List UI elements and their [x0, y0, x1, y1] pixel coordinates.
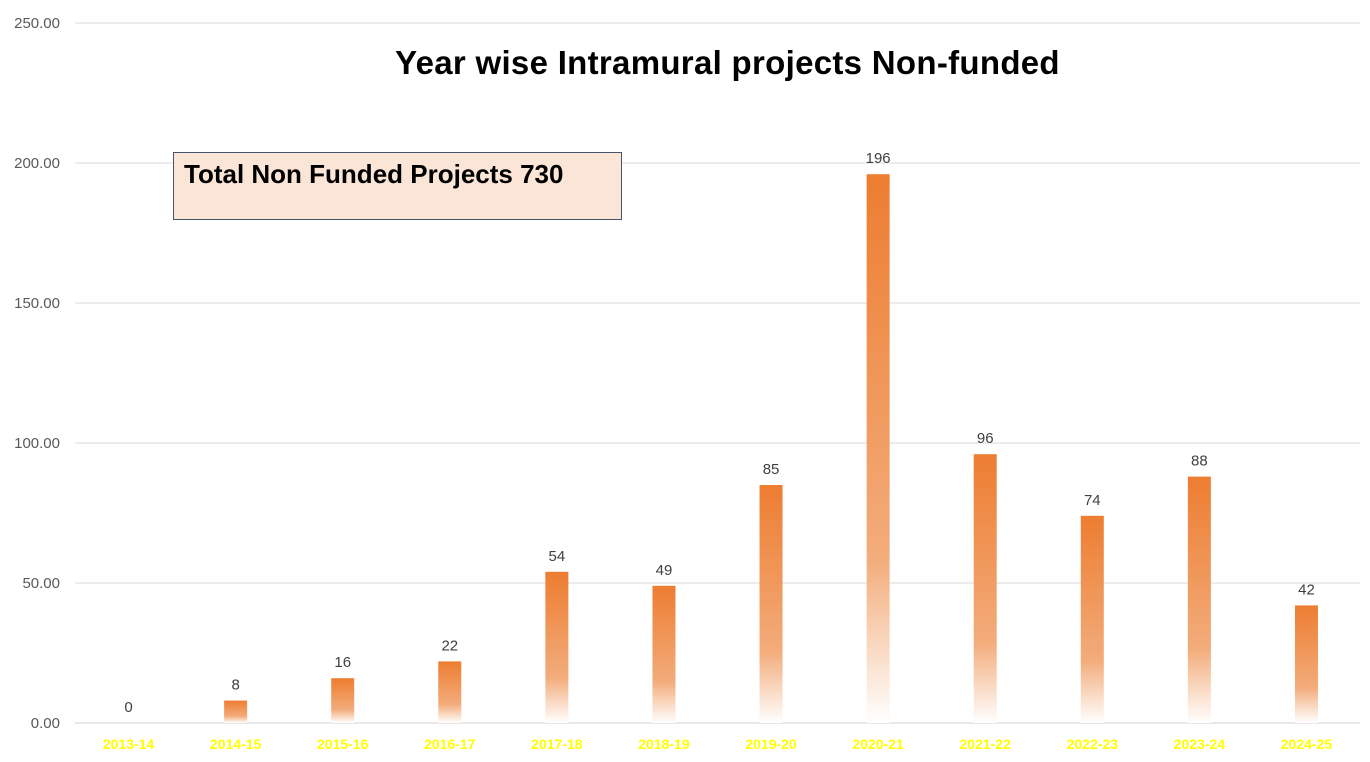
bar-2018-19 [652, 585, 676, 723]
y-tick-label: 200.00 [14, 155, 60, 172]
data-label: 54 [549, 548, 566, 565]
data-label: 8 [231, 677, 239, 694]
x-tick-label: 2024-25 [1281, 736, 1333, 752]
y-tick-label: 250.00 [14, 15, 60, 32]
x-tick-label: 2021-22 [960, 736, 1012, 752]
x-tick-label: 2015-16 [317, 736, 369, 752]
bar-2015-16 [331, 678, 355, 723]
y-tick-label: 100.00 [14, 435, 60, 452]
data-label: 96 [977, 430, 994, 447]
bars [224, 174, 1318, 723]
data-label: 88 [1191, 453, 1208, 470]
y-tick-label: 0.00 [31, 715, 60, 732]
data-label: 16 [334, 654, 351, 671]
bar-2022-23 [1080, 515, 1104, 723]
x-tick-label: 2013-14 [103, 736, 155, 752]
data-label: 49 [656, 562, 673, 579]
bar-2023-24 [1187, 476, 1211, 723]
bar-2020-21 [866, 174, 890, 723]
gridlines [75, 22, 1360, 724]
data-label: 196 [866, 150, 891, 167]
bar-2017-18 [545, 571, 569, 723]
x-tick-label: 2022-23 [1067, 736, 1119, 752]
total-projects-annotation: Total Non Funded Projects 730 [173, 152, 622, 220]
y-tick-label: 150.00 [14, 295, 60, 312]
data-label: 74 [1084, 492, 1101, 509]
x-axis: 2013-14 2014-15 2015-16 2016-17 2017-18 2018-… [103, 736, 1333, 752]
x-tick-label: 2014-15 [210, 736, 262, 752]
data-label: 42 [1298, 581, 1315, 598]
y-axis: 0.00 50.00 100.00 150.00 200.00 250.00 [14, 15, 60, 732]
y-tick-label: 50.00 [22, 575, 60, 592]
x-tick-label: 2019-20 [745, 736, 797, 752]
bar-2014-15 [224, 700, 248, 723]
data-labels: 0 8 16 22 54 49 85 196 96 74 88 42 [124, 150, 1314, 716]
x-tick-label: 2023-24 [1174, 736, 1226, 752]
data-label: 22 [441, 637, 458, 654]
chart-title: Year wise Intramural projects Non-funded [395, 44, 1060, 81]
data-label: 0 [124, 699, 132, 716]
data-label: 85 [763, 461, 780, 478]
bar-2016-17 [438, 661, 462, 723]
bar-2021-22 [973, 454, 997, 723]
x-tick-label: 2020-21 [852, 736, 904, 752]
x-tick-label: 2016-17 [424, 736, 476, 752]
bar-2024-25 [1294, 605, 1318, 723]
x-tick-label: 2018-19 [638, 736, 690, 752]
x-tick-label: 2017-18 [531, 736, 583, 752]
bar-2019-20 [759, 485, 783, 723]
